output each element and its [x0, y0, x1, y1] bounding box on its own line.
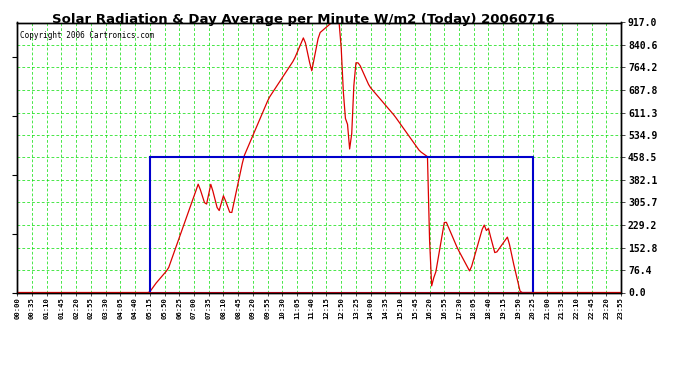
Text: Copyright 2006 Cartronics.com: Copyright 2006 Cartronics.com: [20, 31, 155, 40]
Bar: [150, 158, 533, 292]
Text: Solar Radiation & Day Average per Minute W/m2 (Today) 20060716: Solar Radiation & Day Average per Minute…: [52, 13, 555, 26]
